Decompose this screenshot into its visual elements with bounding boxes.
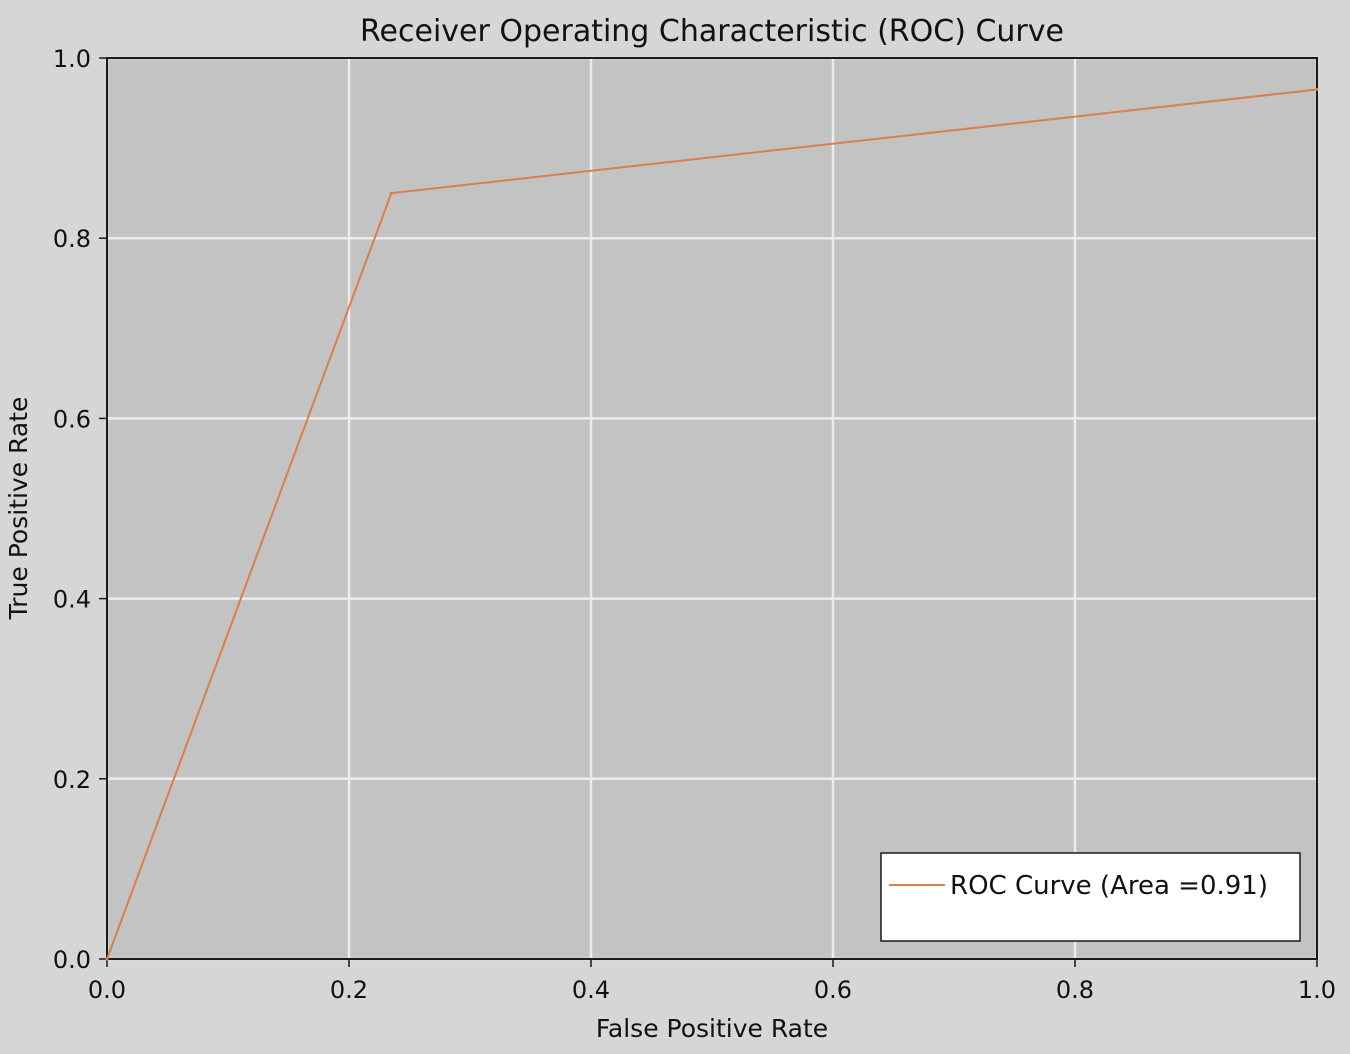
roc-point (389, 191, 393, 195)
roc-point (1315, 88, 1319, 92)
x-tick-label: 1.0 (1298, 976, 1336, 1004)
x-tick-label: 0.6 (814, 976, 852, 1004)
y-tick-label: 0.6 (53, 405, 91, 433)
x-tick-label: 0.2 (330, 976, 368, 1004)
plot-area (107, 58, 1317, 959)
series-layer (105, 88, 1319, 961)
y-tick-label: 0.2 (53, 766, 91, 794)
y-tick-label: 1.0 (53, 45, 91, 73)
roc-point (105, 957, 109, 961)
x-axis-label: False Positive Rate (596, 1014, 828, 1043)
y-axis-label: True Positive Rate (4, 397, 33, 621)
y-tick-label: 0.0 (53, 946, 91, 974)
legend: ROC Curve (Area =0.91) (880, 852, 1301, 942)
x-tick-label: 0.4 (572, 976, 610, 1004)
legend-label: ROC Curve (Area =0.91) (950, 871, 1268, 901)
plot-frame (106, 57, 1318, 960)
axis-ticks: 0.0 0.2 0.4 0.6 0.8 1.0 0.0 0.2 0.4 0.6 0.8 1.0 (53, 45, 1336, 1004)
x-tick-label: 0.0 (88, 976, 126, 1004)
x-tick-label: 0.8 (1056, 976, 1094, 1004)
chart-title: Receiver Operating Characteristic (ROC) … (360, 14, 1064, 49)
y-tick-label: 0.8 (53, 225, 91, 253)
y-tick-label: 0.4 (53, 586, 91, 614)
legend-box (880, 852, 1301, 942)
